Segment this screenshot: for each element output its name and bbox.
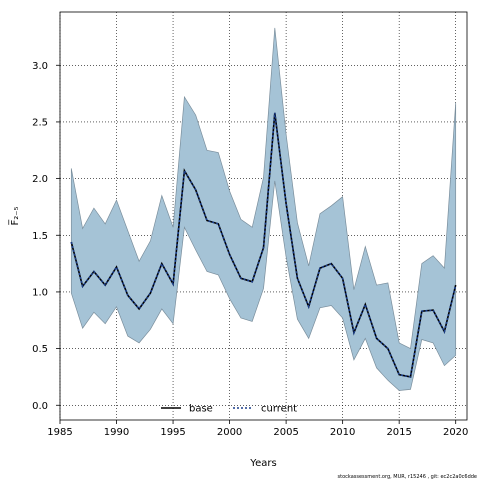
y-tick-label: 1.0 bbox=[32, 287, 48, 298]
x-tick-label: 1995 bbox=[160, 427, 185, 438]
footer-text: stockassessment.org, MUR, r15246 , git: … bbox=[338, 474, 477, 480]
confidence-band bbox=[70, 27, 457, 391]
y-tick-label: 2.5 bbox=[32, 117, 48, 128]
x-tick-label: 1985 bbox=[47, 427, 72, 438]
y-tick-label: 1.5 bbox=[32, 231, 48, 242]
y-tick-label: 0.0 bbox=[32, 401, 48, 412]
legend-label-base: base bbox=[189, 404, 213, 415]
y-tick-label: 2.0 bbox=[32, 174, 48, 185]
x-tick-label: 1990 bbox=[104, 427, 129, 438]
x-tick-label: 2020 bbox=[443, 427, 468, 438]
x-tick-label: 2010 bbox=[330, 427, 355, 438]
y-tick-label: 0.5 bbox=[32, 344, 48, 355]
legend: base current bbox=[161, 404, 297, 415]
x-tick-label: 2005 bbox=[273, 427, 298, 438]
plot-frame bbox=[59, 11, 468, 421]
legend-label-current: current bbox=[261, 404, 297, 415]
x-tick-label: 2015 bbox=[386, 427, 411, 438]
series-current-line bbox=[70, 112, 457, 378]
x-axis: 1985 1990 1995 2000 2005 2010 2015 2020 bbox=[47, 420, 468, 438]
y-axis-label: F̅₂₋₅ bbox=[8, 206, 21, 225]
x-axis-label: Years bbox=[249, 458, 276, 469]
y-tick-label: 3.0 bbox=[32, 61, 48, 72]
x-tick-label: 2000 bbox=[217, 427, 242, 438]
y-axis: 0.0 0.5 1.0 1.5 2.0 2.5 3.0 bbox=[32, 61, 60, 412]
